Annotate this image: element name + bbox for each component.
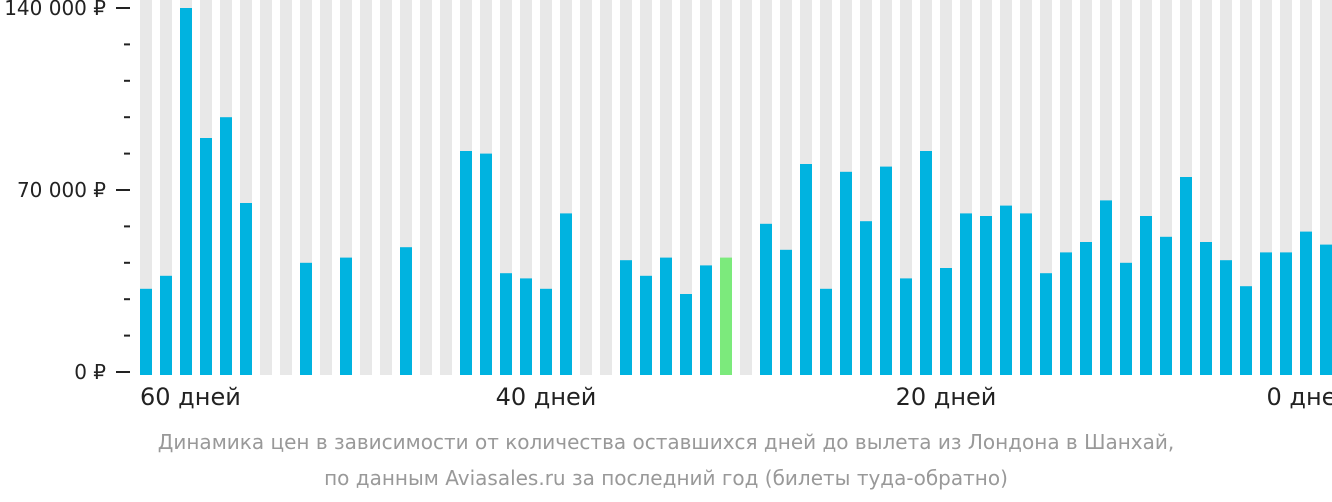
background-column: [540, 0, 552, 375]
price-bar: [220, 117, 232, 375]
price-bar: [1240, 286, 1252, 375]
price-bar: [980, 216, 992, 375]
chart-caption-line-2: по данным Aviasales.ru за последний год …: [324, 466, 1008, 490]
price-bar: [1300, 231, 1312, 375]
background-column: [1240, 0, 1252, 375]
price-bar: [660, 257, 672, 375]
price-bar: [200, 138, 212, 375]
background-column: [260, 0, 272, 375]
y-axis: 140 000 ₽ 70 000 ₽ 0 ₽: [4, 0, 130, 384]
price-bars: [140, 8, 1332, 375]
price-bar: [1260, 252, 1272, 375]
price-chart: 140 000 ₽ 70 000 ₽ 0 ₽ 60 дней 40 дней 20 дн…: [4, 0, 1332, 411]
price-bar: [900, 278, 912, 375]
price-bar: [480, 153, 492, 375]
background-column: [580, 0, 592, 375]
background-column: [280, 0, 292, 375]
background-column: [740, 0, 752, 375]
background-column: [140, 0, 152, 375]
price-bar: [240, 203, 252, 375]
price-bar: [640, 275, 652, 375]
price-bar: [500, 273, 512, 375]
chart-caption-line-1: Динамика цен в зависимости от количества…: [157, 430, 1175, 454]
price-bar: [620, 260, 632, 375]
price-bar: [760, 223, 772, 375]
price-bar: [1220, 260, 1232, 375]
price-bar-lowest: [720, 257, 732, 375]
price-bar: [1140, 216, 1152, 375]
background-column: [820, 0, 832, 375]
price-bar: [860, 221, 872, 375]
price-bar: [920, 151, 932, 375]
background-column: [420, 0, 432, 375]
price-bar: [180, 8, 192, 375]
price-bar: [680, 294, 692, 375]
background-column: [600, 0, 612, 375]
price-bar: [560, 213, 572, 375]
price-bar: [820, 288, 832, 375]
price-bar: [1180, 177, 1192, 375]
price-bar: [780, 249, 792, 375]
price-bar: [840, 171, 852, 375]
y-tick-label: 0 ₽: [74, 360, 106, 384]
price-bar: [1100, 200, 1112, 375]
price-bar: [1160, 236, 1172, 375]
x-tick-label: 40 дней: [496, 383, 597, 411]
price-bar: [1120, 262, 1132, 375]
price-bar: [460, 151, 472, 375]
price-bar: [300, 262, 312, 375]
price-bar: [140, 288, 152, 375]
x-tick-label: 0 дней: [1266, 383, 1332, 411]
background-columns: [140, 0, 1332, 375]
x-tick-label: 20 дней: [896, 383, 997, 411]
price-bar: [1060, 252, 1072, 375]
price-bar: [1320, 244, 1332, 375]
price-bar: [1080, 242, 1092, 375]
price-bar: [520, 278, 532, 375]
price-bar: [1020, 213, 1032, 375]
price-bar: [700, 265, 712, 375]
price-bar: [340, 257, 352, 375]
background-column: [360, 0, 372, 375]
y-tick-label: 140 000 ₽: [4, 0, 106, 20]
price-bar: [160, 275, 172, 375]
price-bar: [540, 288, 552, 375]
price-bar: [940, 268, 952, 375]
background-column: [320, 0, 332, 375]
price-bar: [960, 213, 972, 375]
x-axis: 60 дней 40 дней 20 дней 0 дней: [140, 383, 1332, 411]
price-bar: [800, 164, 812, 375]
price-bar: [1000, 205, 1012, 375]
background-column: [680, 0, 692, 375]
price-bar: [400, 247, 412, 375]
background-column: [380, 0, 392, 375]
x-tick-label: 60 дней: [140, 383, 241, 411]
price-bar: [880, 166, 892, 375]
background-column: [440, 0, 452, 375]
y-tick-label: 70 000 ₽: [17, 178, 106, 202]
price-bar: [1280, 252, 1292, 375]
price-bar: [1200, 242, 1212, 375]
price-bar: [1040, 273, 1052, 375]
